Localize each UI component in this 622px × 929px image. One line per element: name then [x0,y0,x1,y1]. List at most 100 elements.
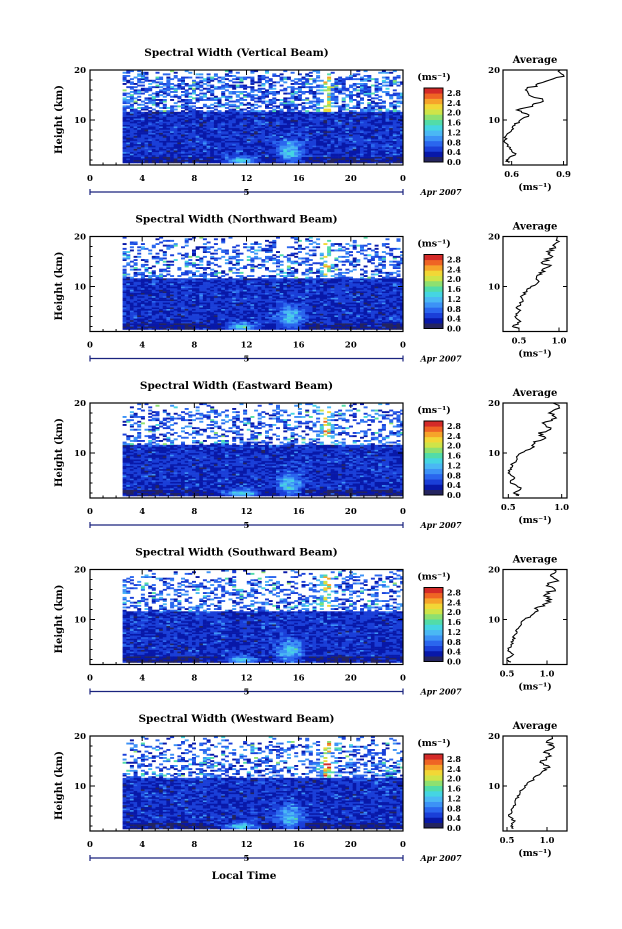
heatmap-cell [235,84,240,87]
heatmap-cell [188,140,193,143]
heatmap-cell [166,83,171,85]
heatmap-cell [400,145,404,148]
heatmap-cell [305,123,310,125]
heatmap-cell [232,299,237,301]
heatmap-cell [166,311,171,314]
heatmap-cell [330,124,335,127]
heatmap-cell [261,155,266,157]
heatmap-cell [363,137,368,140]
heatmap-cell [389,97,394,100]
heatmap-cell [195,145,200,148]
heatmap-cell [243,305,248,308]
heatmap-cell [151,313,156,316]
heatmap-cell [221,118,226,121]
heatmap-cell [151,139,156,141]
heatmap-cell [224,86,229,89]
heatmap-cell [162,116,167,119]
heatmap-cell [195,321,200,324]
heatmap-cell [210,315,215,317]
heatmap-cell [206,247,211,250]
heatmap-cell [228,319,233,322]
heatmap-cell [173,295,178,298]
heatmap-cell [360,158,364,161]
heatmap-cell [327,95,332,98]
heatmap-cell [283,78,288,81]
heatmap-cell [173,132,178,135]
heatmap-cell [385,113,390,116]
heatmap-cell [210,156,215,159]
heatmap-cell [235,118,240,121]
heatmap-cell [148,267,153,269]
heatmap-cell [239,78,244,81]
heatmap-cell [206,115,211,117]
heatmap-cell [173,327,178,330]
heatmap-cell [301,142,306,145]
heatmap-cell [137,75,142,77]
heatmap-cell [162,299,167,301]
heatmap-cell [243,295,248,298]
colorbar-swatch [424,130,443,136]
heatmap-cell [239,115,244,117]
heatmap-cell [162,279,167,282]
heatmap-cell [250,70,255,73]
heatmap-cell [360,159,364,162]
heatmap-cell [173,143,178,146]
heatmap-cell [159,121,164,124]
heatmap-cell [140,281,145,284]
heatmap-cell [239,103,244,106]
heatmap-cell [202,255,207,258]
heatmap-cell [159,142,164,145]
heatmap-cell [170,294,175,297]
heatmap-cell [137,113,142,116]
heatmap-cell [228,147,233,149]
heatmap-cell [213,97,218,100]
heatmap-cell [224,295,229,298]
heatmap-cell [184,238,189,241]
heatmap-cell [308,158,313,161]
heatmap-cell [151,99,156,101]
heatmap-cell [195,127,200,130]
heatmap-cell [184,252,189,255]
heatmap-cell [173,105,178,108]
heatmap-cell [283,135,288,138]
heatmap-cell [392,161,397,164]
heatmap-cell [232,267,237,269]
heatmap-cell [338,147,343,149]
heatmap-cell [140,147,145,149]
heatmap-cell [272,97,277,100]
heatmap-cell [243,326,248,329]
heatmap-cell [155,279,160,282]
heatmap-cell [126,281,131,284]
heatmap-cell [133,291,138,293]
heatmap-cell [283,81,288,84]
heatmap-cell [213,238,218,241]
average-title: Average [512,55,558,66]
heatmap-cell [170,278,175,281]
heatmap-cell [195,323,200,325]
heatmap-cell [268,156,273,159]
heatmap-cell [144,79,149,82]
heatmap-cell [232,161,237,164]
heatmap-cell [257,124,262,127]
heatmap-cell [170,311,175,314]
heatmap-cell [232,78,237,81]
heatmap-cell [312,119,317,122]
heatmap-cell [133,100,138,103]
heatmap-cell [155,131,160,133]
heatmap-cell [170,319,175,322]
heatmap-cell [129,151,134,154]
heatmap-cell [305,140,310,143]
heatmap-cell [283,113,288,116]
heatmap-cell [327,148,332,151]
heatmap-cell [330,99,335,101]
heatmap-cell [166,327,171,330]
heatmap-cell [239,116,244,119]
heatmap-cell [192,262,196,265]
heatmap-cell [159,310,164,313]
heatmap-cell [177,289,182,292]
heatmap-cell [166,279,171,282]
heatmap-cell [144,78,149,81]
heatmap-cell [290,161,295,164]
heatmap-cell [338,78,343,81]
heatmap-cell [246,132,251,135]
